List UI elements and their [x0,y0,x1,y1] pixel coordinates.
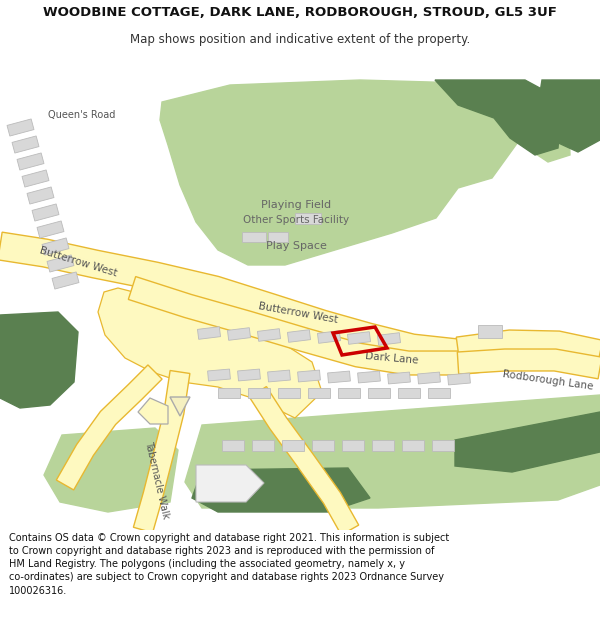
Polygon shape [32,204,59,221]
Polygon shape [56,365,162,490]
Polygon shape [328,371,350,383]
Polygon shape [0,312,78,408]
Polygon shape [37,221,64,238]
Polygon shape [44,428,178,512]
Polygon shape [238,369,260,381]
Polygon shape [42,238,69,255]
Polygon shape [372,440,394,451]
Text: Rodborough Lane: Rodborough Lane [502,369,594,391]
Text: WOODBINE COTTAGE, DARK LANE, RODBOROUGH, STROUD, GL5 3UF: WOODBINE COTTAGE, DARK LANE, RODBOROUGH,… [43,6,557,19]
Polygon shape [398,388,420,398]
Text: Other Sports Facility: Other Sports Facility [243,215,349,225]
Polygon shape [128,277,499,375]
Text: Dark Lane: Dark Lane [365,351,419,365]
Polygon shape [347,332,371,344]
Polygon shape [358,371,380,383]
Polygon shape [428,388,450,398]
Polygon shape [282,440,304,451]
Polygon shape [196,465,264,502]
Polygon shape [448,373,470,385]
Polygon shape [138,398,168,424]
Polygon shape [342,440,364,451]
Polygon shape [388,372,410,384]
Polygon shape [47,255,74,272]
Polygon shape [536,80,600,152]
Polygon shape [197,327,221,339]
Polygon shape [455,412,600,472]
Polygon shape [192,468,370,512]
Polygon shape [227,328,251,340]
Polygon shape [268,370,290,382]
Polygon shape [457,349,600,379]
Polygon shape [478,325,502,338]
Polygon shape [185,395,600,508]
Polygon shape [22,170,49,187]
Text: Queen's Road: Queen's Road [49,110,116,120]
Polygon shape [308,388,330,398]
Polygon shape [222,440,244,451]
Polygon shape [418,372,440,384]
Text: Play Space: Play Space [266,241,326,251]
Polygon shape [12,136,39,153]
Polygon shape [368,388,390,398]
Polygon shape [27,187,54,204]
Polygon shape [250,387,359,535]
Polygon shape [456,330,600,366]
Polygon shape [435,80,562,155]
Polygon shape [268,232,288,242]
Polygon shape [338,388,360,398]
Polygon shape [402,440,424,451]
Polygon shape [248,388,270,398]
Text: Butterrow West: Butterrow West [257,301,338,325]
Polygon shape [242,232,266,242]
Text: Contains OS data © Crown copyright and database right 2021. This information is : Contains OS data © Crown copyright and d… [9,532,449,596]
Polygon shape [298,370,320,382]
Polygon shape [295,213,321,224]
Text: Map shows position and indicative extent of the property.: Map shows position and indicative extent… [130,32,470,46]
Polygon shape [257,329,281,341]
Polygon shape [160,80,570,265]
Polygon shape [287,330,311,342]
Text: Butterrow West: Butterrow West [38,246,118,279]
Polygon shape [133,371,190,532]
Polygon shape [317,331,341,343]
Polygon shape [17,153,44,170]
Polygon shape [208,369,230,381]
Polygon shape [218,388,240,398]
Polygon shape [0,232,499,367]
Polygon shape [432,440,454,451]
Polygon shape [312,440,334,451]
Polygon shape [170,397,190,416]
Text: Playing Field: Playing Field [261,200,331,210]
Polygon shape [98,288,322,418]
Polygon shape [377,332,401,345]
Polygon shape [52,272,79,289]
Polygon shape [252,440,274,451]
Polygon shape [7,119,34,136]
Polygon shape [278,388,300,398]
Text: Tabernacle Walk: Tabernacle Walk [143,440,171,520]
